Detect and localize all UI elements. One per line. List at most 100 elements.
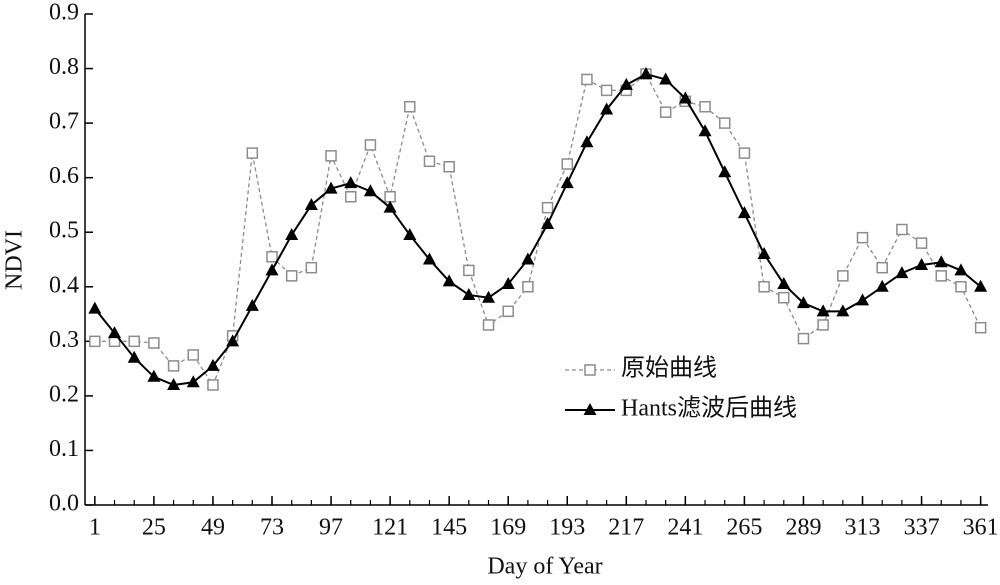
- data-point: [856, 231, 869, 244]
- data-point: [737, 206, 751, 219]
- data-point: [817, 319, 829, 331]
- data-point: [836, 304, 850, 317]
- data-point: [226, 334, 240, 347]
- data-point: [699, 100, 711, 113]
- data-point: [856, 293, 870, 306]
- data-point: [88, 301, 102, 314]
- data-point: [896, 223, 908, 236]
- data-point: [344, 176, 358, 189]
- data-point: [265, 263, 279, 276]
- y-tick-label: 0.0: [49, 491, 79, 517]
- y-tick-label: 0.7: [49, 109, 79, 135]
- data-point: [581, 73, 593, 86]
- data-point: [778, 291, 790, 304]
- x-tick-label: 97: [319, 515, 343, 541]
- x-tick-label: 1: [89, 515, 101, 541]
- data-point: [875, 279, 889, 292]
- data-point: [148, 337, 160, 349]
- data-point: [128, 335, 140, 348]
- data-point: [797, 332, 810, 345]
- data-point: [324, 181, 338, 194]
- data-point: [344, 191, 357, 203]
- data-point: [521, 252, 535, 265]
- data-point: [364, 139, 377, 151]
- data-point: [325, 150, 337, 162]
- data-point: [955, 281, 967, 293]
- x-tick-label: 25: [142, 515, 166, 541]
- data-point: [600, 102, 614, 115]
- data-point: [837, 270, 849, 282]
- data-point: [501, 277, 515, 290]
- legend-marker: [583, 403, 597, 415]
- y-tick-label: 0.1: [49, 436, 79, 462]
- data-point: [974, 321, 987, 334]
- data-point: [718, 117, 731, 129]
- y-tick-label: 0.9: [49, 0, 79, 26]
- y-axis-label: NDVI: [2, 230, 28, 290]
- data-point: [757, 247, 771, 260]
- data-point: [246, 147, 259, 159]
- data-point: [895, 266, 909, 279]
- data-point: [522, 281, 534, 293]
- data-point: [363, 184, 377, 197]
- data-point: [954, 263, 968, 276]
- x-tick-label: 241: [667, 515, 703, 541]
- data-point: [207, 379, 219, 391]
- x-tick-label: 73: [260, 515, 284, 541]
- x-tick-label: 217: [608, 515, 644, 541]
- data-point: [639, 67, 653, 80]
- x-tick-label: 361: [963, 515, 999, 541]
- x-tick-label: 289: [785, 515, 821, 541]
- data-point: [127, 350, 141, 363]
- legend-label: Hants滤波后曲线: [621, 395, 797, 422]
- data-point: [245, 298, 259, 311]
- x-tick-label: 265: [726, 515, 762, 541]
- data-point: [147, 369, 161, 382]
- y-tick-label: 0.3: [49, 327, 79, 353]
- data-point: [600, 84, 613, 97]
- data-point: [187, 349, 200, 361]
- data-point: [561, 158, 574, 170]
- data-point: [462, 287, 476, 300]
- x-tick-label: 169: [490, 515, 526, 541]
- data-point: [167, 377, 181, 390]
- data-point: [422, 252, 436, 265]
- data-point: [383, 200, 397, 213]
- data-point: [541, 201, 554, 214]
- legend-label: 原始曲线: [621, 355, 717, 382]
- data-point: [463, 264, 475, 277]
- data-point: [443, 161, 455, 173]
- data-point: [266, 251, 278, 263]
- y-tick-label: 0.4: [49, 272, 79, 298]
- data-point: [206, 358, 220, 371]
- data-point: [108, 326, 122, 339]
- data-point: [974, 279, 988, 292]
- y-tick-label: 0.5: [49, 218, 79, 244]
- data-point: [403, 227, 417, 240]
- data-point: [738, 147, 751, 159]
- legend-marker: [584, 364, 596, 376]
- x-tick-label: 145: [431, 515, 467, 541]
- data-point: [678, 91, 692, 104]
- data-point: [404, 100, 416, 113]
- data-point: [659, 106, 672, 118]
- data-point: [816, 304, 830, 317]
- data-point: [442, 274, 456, 287]
- data-point: [304, 197, 318, 210]
- data-point: [915, 237, 928, 249]
- data-point: [502, 305, 514, 318]
- data-point: [423, 155, 436, 168]
- data-point: [560, 176, 574, 189]
- x-tick-label: 313: [845, 515, 881, 541]
- y-tick-label: 0.6: [49, 163, 79, 189]
- data-point: [186, 375, 200, 388]
- data-point: [659, 72, 673, 85]
- data-point: [482, 319, 495, 331]
- x-tick-label: 121: [372, 515, 408, 541]
- data-point: [619, 77, 633, 90]
- data-point: [876, 261, 888, 274]
- y-tick-label: 0.2: [49, 381, 79, 407]
- data-point: [285, 270, 298, 282]
- data-point: [758, 281, 770, 293]
